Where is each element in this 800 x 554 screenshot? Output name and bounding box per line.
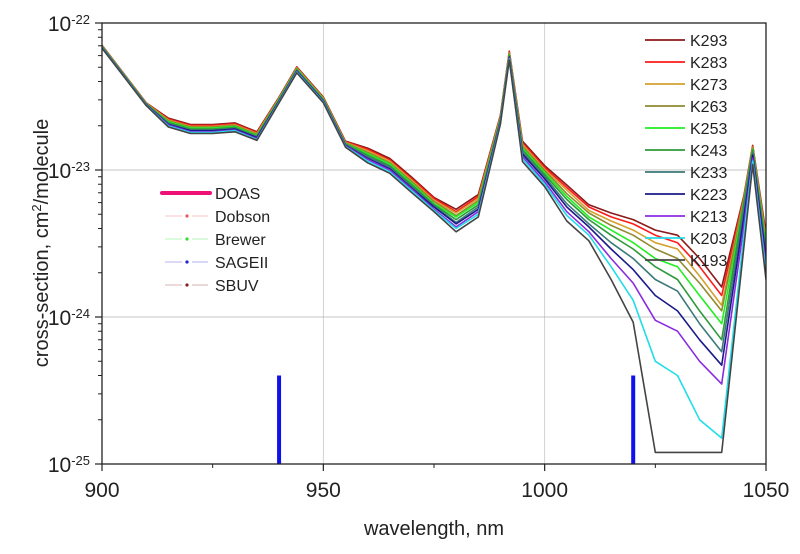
series-line-K203 bbox=[102, 47, 766, 439]
legend-swatch-dot-SBUV bbox=[185, 283, 189, 287]
y-tick-base: 10 bbox=[48, 13, 71, 36]
y-tick-base: 10 bbox=[48, 454, 71, 477]
series-line-K243 bbox=[102, 46, 766, 341]
legend-label: K233 bbox=[690, 165, 727, 182]
legend-label: K243 bbox=[690, 143, 727, 160]
x-tick-label: 950 bbox=[306, 479, 341, 502]
legend-label: K203 bbox=[690, 231, 727, 248]
x-axis-label: wavelength, nm bbox=[363, 518, 504, 540]
series-line-K193 bbox=[102, 47, 766, 454]
legend-label: SAGEII bbox=[215, 255, 268, 272]
legend-label: K253 bbox=[690, 121, 727, 138]
series-line-K293 bbox=[102, 44, 766, 288]
series-line-K283 bbox=[102, 45, 766, 297]
y-tick-label: 10-23 bbox=[48, 159, 90, 184]
legend-swatch-dot-Brewer bbox=[185, 237, 189, 241]
legend-label: K293 bbox=[690, 33, 727, 50]
y-tick-base: 10 bbox=[48, 307, 71, 330]
legend-label: Dobson bbox=[215, 209, 270, 226]
legend-label: K193 bbox=[690, 253, 727, 270]
legend-label: DOAS bbox=[215, 186, 260, 203]
legend-temperatures: K293 K283 K273 K263 K253 K243 K233 K223 K213 K203… bbox=[645, 33, 727, 270]
y-label-rest: /molecule bbox=[31, 119, 53, 205]
y-tick-label: 10-25 bbox=[48, 453, 90, 478]
legend-label: K213 bbox=[690, 209, 727, 226]
y-label-main: cross-section, cm bbox=[31, 212, 53, 368]
grid bbox=[102, 23, 766, 464]
legend-instruments: DOAS Dobson Brewer SAGEII SBUV bbox=[160, 186, 270, 295]
y-tick-base: 10 bbox=[48, 160, 71, 183]
series-line-K223 bbox=[102, 46, 766, 367]
y-axis-label: cross-section, cm2/molecule bbox=[29, 119, 54, 367]
series-group bbox=[102, 44, 766, 454]
x-tick-label: 1050 bbox=[743, 479, 790, 502]
legend-label: Brewer bbox=[215, 232, 266, 249]
legend-swatch-dot-SAGEII bbox=[185, 260, 189, 264]
y-tick-exponent: -25 bbox=[71, 453, 90, 468]
y-tick-exponent: -24 bbox=[71, 306, 90, 321]
y-label-sup: 2 bbox=[29, 204, 44, 211]
x-tick-label: 1000 bbox=[521, 479, 568, 502]
y-tick-exponent: -22 bbox=[71, 12, 90, 27]
legend-swatch-dot-Dobson bbox=[185, 214, 189, 218]
legend-label: K263 bbox=[690, 99, 727, 116]
series-line-K253 bbox=[102, 45, 766, 325]
y-tick-label: 10-22 bbox=[48, 12, 90, 37]
legend-label: SBUV bbox=[215, 278, 259, 295]
plot-frame bbox=[101, 22, 767, 465]
marker-group bbox=[277, 375, 636, 464]
series-line-K263 bbox=[102, 45, 766, 312]
y-tick-exponent: -23 bbox=[71, 159, 90, 174]
y-tick-label: 10-24 bbox=[48, 306, 90, 331]
x-tick-label: 900 bbox=[84, 479, 119, 502]
legend-label: K273 bbox=[690, 77, 727, 94]
legend-label: K223 bbox=[690, 187, 727, 204]
legend-label: K283 bbox=[690, 55, 727, 72]
